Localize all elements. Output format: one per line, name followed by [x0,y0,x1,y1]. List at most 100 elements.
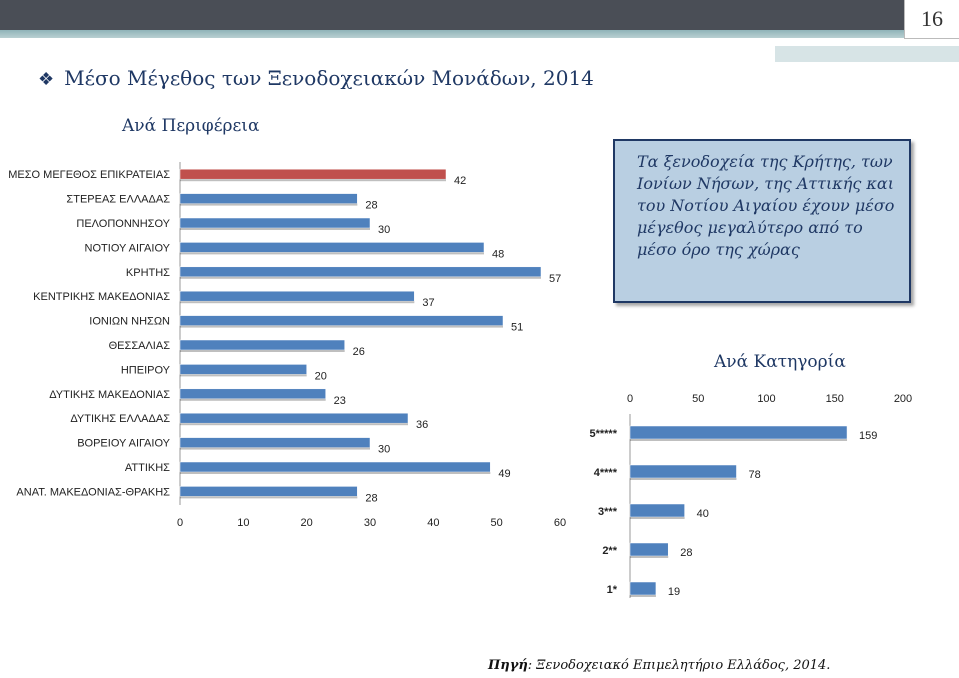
page-number: 16 [904,0,959,39]
region-data-label: 20 [315,370,327,382]
region-bar-shadow [180,276,541,279]
region-category-label: ΘΕΣΣΑΛΙΑΣ [109,340,171,352]
source-text: : Ξενοδοχειακό Επιμελητήριο Ελλάδος, 201… [527,658,831,673]
category-bar [629,503,685,518]
region-bar-shadow [180,252,484,255]
region-data-label: 26 [353,346,365,358]
category-label: 4**** [594,467,618,479]
region-category-label: ΗΠΕΙΡΟΥ [121,364,171,376]
region-data-label: 37 [422,297,434,309]
region-category-label: ΒΟΡΕΙΟΥ ΑΙΓΑΙΟΥ [77,438,170,450]
top-banner [0,0,959,38]
region-bar-shadow [180,423,408,426]
region-x-tick: 40 [427,517,439,529]
region-bar [179,364,307,375]
region-bar [179,412,409,424]
region-bar [179,461,491,473]
region-bar-shadow [180,179,446,182]
region-category-label: ΚΡΗΤΗΣ [126,267,170,279]
page-title: ❖ Μέσο Μέγεθος των Ξενοδοχειακών Μονάδων,… [38,66,594,90]
region-category-label: ΔΥΤΙΚΗΣ ΜΑΚΕΔΟΝΙΑΣ [49,389,170,401]
region-bar-shadow [180,496,358,499]
region-bar [179,193,358,204]
category-x-tick: 50 [692,393,704,405]
region-bar-shadow [180,374,307,377]
region-data-label: 23 [334,395,346,407]
region-category-label: ΚΕΝΤΡΙΚΗΣ ΜΑΚΕΔΟΝΙΑΣ [33,291,170,303]
callout-box: Τα ξενοδοχεία της Κρήτης, των Ιονίων Νήσ… [613,139,911,303]
category-x-tick: 0 [627,393,633,405]
region-category-label: ΙΟΝΙΩΝ ΝΗΣΩΝ [89,316,170,328]
region-category-label: ΑΝΑΤ. ΜΑΚΕΔΟΝΙΑΣ-ΘΡΑΚΗΣ [16,486,170,498]
region-category-label: ΔΥΤΙΚΗΣ ΕΛΛΑΔΑΣ [70,413,170,425]
region-category-label: ΜΕΣΟ ΜΕΓΕΘΟΣ ΕΠΙΚΡΑΤΕΙΑΣ [8,169,170,181]
category-x-tick: 150 [826,393,844,405]
region-data-label: 57 [549,273,561,285]
region-bar-shadow [180,203,358,206]
region-data-label: 42 [454,175,466,187]
region-bar-shadow [180,447,370,450]
source-label: Πηγή [488,658,528,673]
region-bar-shadow [180,301,415,304]
category-data-label: 159 [859,430,877,442]
region-x-tick: 30 [364,517,376,529]
category-label: 3*** [598,506,618,518]
region-bar-shadow [180,472,491,474]
source-note: Πηγή: Ξενοδοχειακό Επιμελητήριο Ελλάδος,… [488,658,830,673]
category-data-label: 28 [680,547,692,559]
region-category-label: ΑΤΤΙΚΗΣ [125,462,170,474]
region-data-label: 30 [378,224,390,236]
region-category-label: ΠΕΛΟΠΟΝΝΗΣΟΥ [76,218,170,230]
category-data-label: 78 [748,469,760,481]
category-chart-subtitle: Ανά Κατηγορία [714,352,846,372]
category-data-label: 19 [668,586,680,598]
region-data-label: 51 [511,322,523,334]
region-bar [179,388,326,400]
category-bar [629,464,737,479]
region-bar [179,217,371,229]
region-data-label: 49 [498,468,510,480]
region-x-tick: 50 [491,517,503,529]
category-bar [629,425,848,440]
category-bar-shadow [630,517,685,519]
category-data-label: 40 [697,508,709,520]
top-banner-dark [0,0,959,30]
region-data-label: 28 [365,492,377,504]
category-label: 2** [602,545,617,557]
region-x-tick: 20 [301,517,313,529]
category-bar [629,542,669,557]
category-x-tick: 200 [894,393,912,405]
region-x-tick: 10 [237,517,249,529]
region-chart-subtitle: Ανά Περιφέρεια [122,116,260,136]
region-bar [179,242,485,253]
page-title-text: Μέσο Μέγεθος των Ξενοδοχειακών Μονάδων, … [64,66,594,90]
region-data-label: 28 [365,200,377,212]
region-bar [179,266,542,278]
region-category-label: ΝΟΤΙΟΥ ΑΙΓΑΙΟΥ [85,242,171,254]
region-bar [179,315,504,326]
category-bar-shadow [630,595,656,597]
region-bar-shadow [180,350,345,352]
region-bar-shadow [180,325,503,328]
category-label: 1* [607,584,618,596]
region-data-label: 30 [378,444,390,456]
region-bar-shadow [180,228,370,230]
region-category-label: ΣΤΕΡΕΑΣ ΕΛΛΑΔΑΣ [66,194,170,206]
category-label: 5***** [589,428,617,440]
region-bar [179,486,358,497]
region-bar-shadow [180,398,326,401]
category-x-tick: 100 [757,393,775,405]
region-bar [179,339,345,351]
region-bar [179,437,371,448]
region-x-tick: 0 [177,517,183,529]
region-data-label: 36 [416,419,428,431]
region-data-label: 48 [492,248,504,260]
category-bar [629,581,657,596]
diamond-bullet-icon: ❖ [38,69,55,90]
top-banner-accent [0,30,959,38]
header-rule [775,46,959,62]
region-x-tick: 60 [554,517,566,529]
category-bar-shadow [630,439,848,441]
region-bar [179,290,415,302]
